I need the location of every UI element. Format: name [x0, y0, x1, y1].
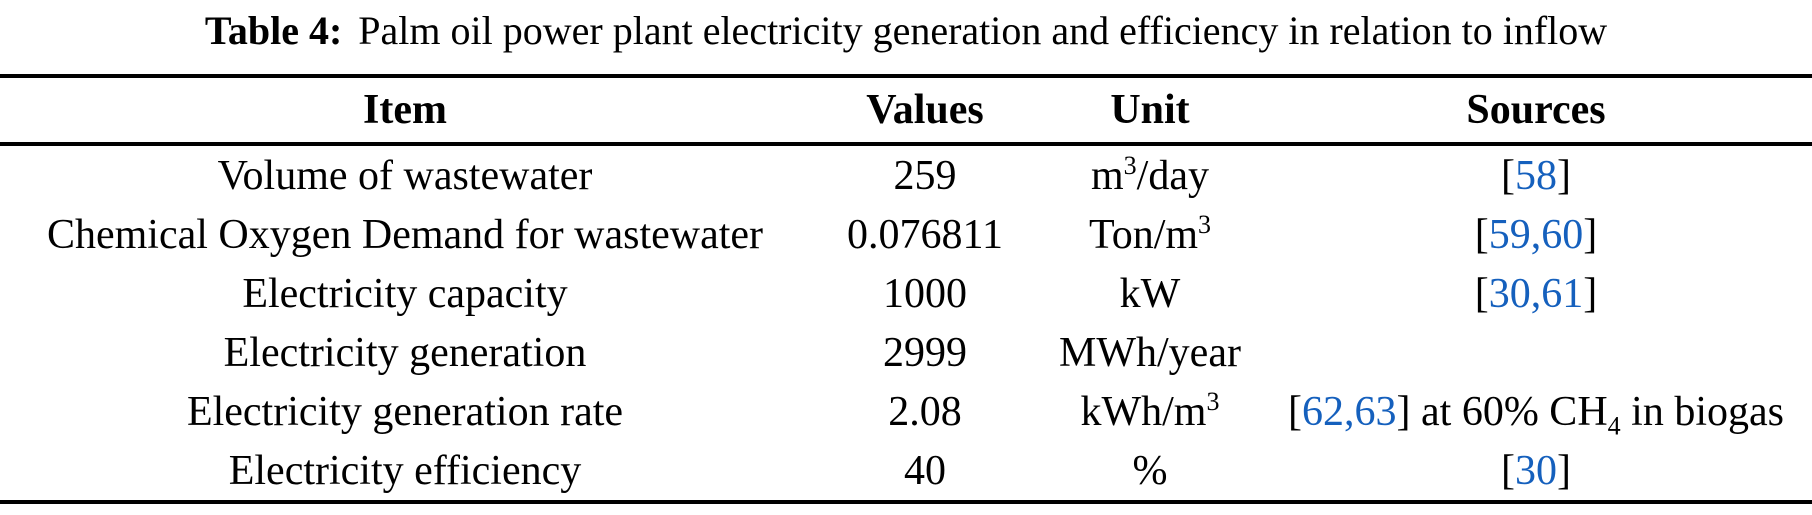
text-segment: ] at 60% CH — [1396, 388, 1608, 435]
text-segment: Volume of wastewater — [217, 152, 593, 199]
cell-item: Chemical Oxygen Demand for wastewater — [0, 205, 810, 264]
cell-item: Electricity capacity — [0, 264, 810, 323]
cell-sources: [30,61] — [1260, 264, 1812, 323]
text-segment: Electricity generation — [223, 329, 587, 376]
cell-value: 1000 — [810, 264, 1040, 323]
superscript: 3 — [1198, 209, 1212, 239]
cell-item: Electricity generation — [0, 323, 810, 382]
text-segment: 40 — [904, 447, 946, 494]
text-segment: in biogas — [1620, 388, 1784, 435]
superscript: 3 — [1123, 150, 1137, 180]
column-header-sources: Sources — [1260, 76, 1812, 146]
cell-unit: kWh/m3 — [1040, 382, 1260, 441]
table-row: Electricity generation 2999 MWh/year — [0, 323, 1812, 382]
table-row: Electricity capacity 1000 kW [30,61] — [0, 264, 1812, 323]
cell-value: 2999 — [810, 323, 1040, 382]
text-segment: /day — [1136, 152, 1209, 199]
text-segment: 0.076811 — [847, 211, 1003, 258]
superscript: 3 — [1206, 386, 1220, 416]
text-segment: [ — [1288, 388, 1303, 435]
text-segment: kW — [1119, 270, 1181, 317]
column-header-unit: Unit — [1040, 76, 1260, 146]
citation-link[interactable]: 30 — [1515, 447, 1557, 494]
cell-sources — [1260, 323, 1812, 382]
text-segment: Ton/m — [1088, 211, 1199, 258]
citation-link[interactable]: 30,61 — [1488, 270, 1584, 317]
text-segment: kWh/m — [1080, 388, 1207, 435]
cell-value: 0.076811 — [810, 205, 1040, 264]
text-segment: [ — [1501, 152, 1515, 199]
column-header-item: Item — [0, 76, 810, 146]
header-row: Item Values Unit Sources — [0, 76, 1812, 146]
table-row: Volume of wastewater 259 m3/day [58] — [0, 144, 1812, 205]
cell-sources: [30] — [1260, 441, 1812, 502]
citation-link[interactable]: 58 — [1515, 152, 1557, 199]
text-segment: 259 — [893, 152, 957, 199]
table-row: Electricity generation rate 2.08 kWh/m3 [62… — [0, 382, 1812, 441]
citation-link[interactable]: 62,63 — [1302, 388, 1397, 435]
text-segment: Electricity capacity — [242, 270, 568, 317]
cell-value: 2.08 — [810, 382, 1040, 441]
cell-item: Volume of wastewater — [0, 144, 810, 205]
table-caption-label: Table 4: — [204, 8, 343, 53]
table-caption-text: Palm oil power plant electricity generat… — [358, 8, 1608, 53]
text-segment: Electricity efficiency — [228, 447, 582, 494]
cell-unit: kW — [1040, 264, 1260, 323]
data-table: Item Values Unit Sources Volume of waste… — [0, 74, 1812, 504]
table-row: Chemical Oxygen Demand for wastewater 0.0… — [0, 205, 1812, 264]
text-segment: MWh/year — [1059, 329, 1241, 376]
cell-unit: % — [1040, 441, 1260, 502]
cell-unit: m3/day — [1040, 144, 1260, 205]
table-caption: Table 4: Palm oil power plant electricity… — [0, 0, 1812, 74]
text-segment: ] — [1557, 447, 1571, 494]
text-segment: Electricity generation rate — [186, 388, 624, 435]
text-segment: % — [1132, 447, 1168, 494]
text-segment: [ — [1474, 270, 1489, 317]
text-segment: ] — [1583, 211, 1598, 258]
text-segment: 2999 — [883, 329, 967, 376]
text-segment: 2.08 — [888, 388, 962, 435]
cell-unit: Ton/m3 — [1040, 205, 1260, 264]
cell-item: Electricity efficiency — [0, 441, 810, 502]
cell-value: 259 — [810, 144, 1040, 205]
cell-sources: [58] — [1260, 144, 1812, 205]
column-header-values: Values — [810, 76, 1040, 146]
text-segment: ] — [1583, 270, 1598, 317]
cell-sources: [62,63] at 60% CH4 in biogas — [1260, 382, 1812, 441]
text-segment: Chemical Oxygen Demand for wastewater — [46, 211, 764, 258]
table-body: Volume of wastewater 259 m3/day [58] Chemica… — [0, 144, 1812, 502]
cell-unit: MWh/year — [1040, 323, 1260, 382]
cell-value: 40 — [810, 441, 1040, 502]
text-segment: [ — [1501, 447, 1515, 494]
subscript: 4 — [1607, 410, 1621, 440]
text-segment: [ — [1474, 211, 1489, 258]
text-segment: 1000 — [883, 270, 967, 317]
text-segment: m — [1091, 152, 1124, 199]
citation-link[interactable]: 59,60 — [1488, 211, 1584, 258]
table-row: Electricity efficiency 40% [30] — [0, 441, 1812, 502]
cell-item: Electricity generation rate — [0, 382, 810, 441]
cell-sources: [59,60] — [1260, 205, 1812, 264]
text-segment: ] — [1557, 152, 1571, 199]
